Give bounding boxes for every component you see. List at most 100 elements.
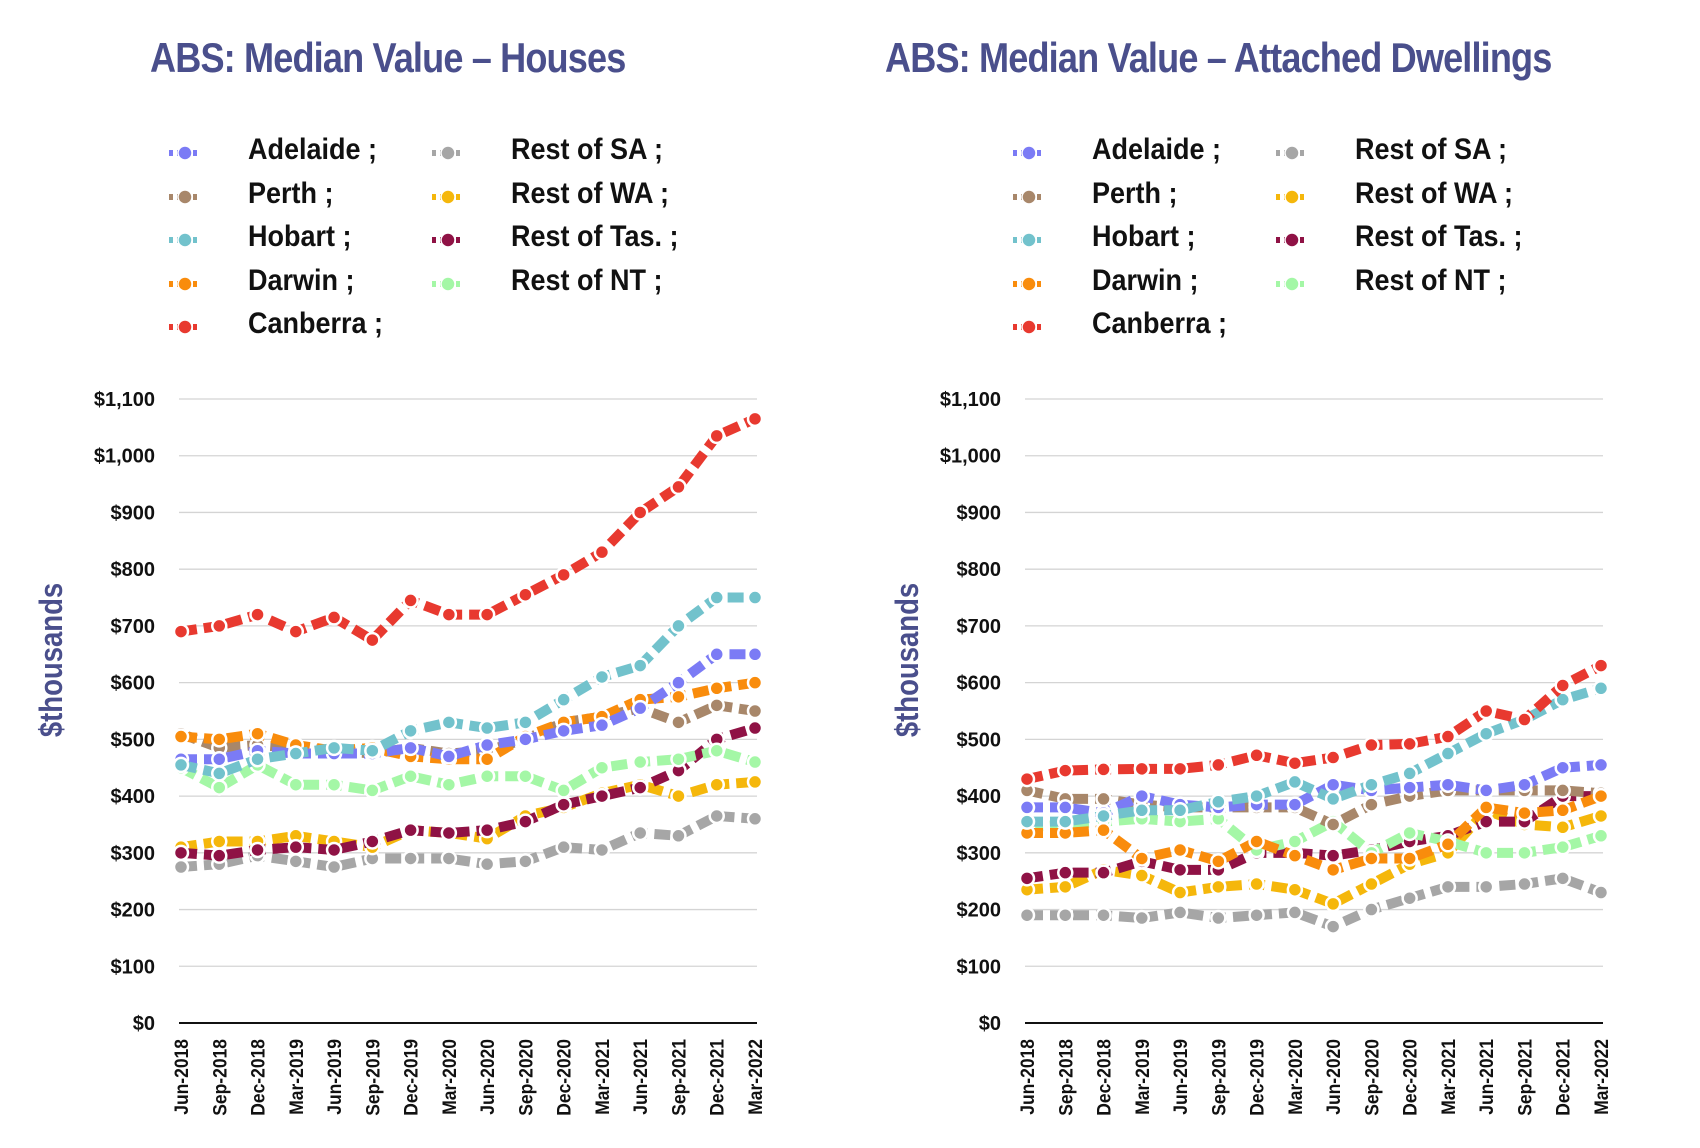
data-point [1363,901,1380,918]
y-tick-label: $800 [957,559,1002,581]
legend-label: Darwin ; [248,263,355,297]
attached-dwellings-plot: $0 $100 $200 $300 $400 $500 $600 $700 $800 $900 $1… [890,389,1612,1116]
data-point [708,646,725,663]
legend-label: Rest of NT ; [511,263,663,297]
x-tick-label: Sep-2020 [1361,1039,1383,1116]
data-point [1057,864,1074,881]
y-tick-label: $600 [957,673,1002,695]
data-point [1554,838,1571,856]
data-point [1401,889,1418,907]
data-point [211,765,228,782]
series-rest-of-sa [172,807,764,876]
series-line [1027,873,1603,932]
data-point [670,617,687,635]
data-point [402,767,419,785]
legend-item-canberra: Canberra ; [1012,307,1272,347]
y-tick-label: $500 [111,729,156,751]
x-tick-label: Sep-2019 [1208,1039,1230,1116]
series-line [178,745,757,796]
data-point [1324,749,1342,766]
legend-item-rest-of-wa: Rest of WA ; [431,177,691,217]
data-point [1324,776,1342,793]
x-tick-label: Sep-2020 [515,1039,537,1116]
data-point [1592,884,1610,901]
data-point [287,745,305,762]
series-line [1026,813,1603,858]
data-point [1171,841,1189,859]
x-tick-label: Dec-2021 [1552,1039,1574,1116]
legend-marker-icon [169,275,201,292]
y-tick-label: $1,000 [94,446,155,468]
series-rest-of-tas [172,719,764,864]
data-point [287,776,305,793]
data-point [287,623,305,640]
y-tick-label: $700 [111,616,156,638]
data-point [478,606,496,623]
data-point [1324,790,1342,808]
data-point [364,833,381,850]
legend-label: Canberra ; [248,307,384,340]
data-point [1133,802,1151,819]
legend-label: Perth ; [1092,176,1178,210]
x-tick-label: Mar-2019 [1131,1039,1153,1115]
data-point [631,699,649,717]
data-point [517,714,534,731]
data-point [593,841,611,859]
data-point [746,646,764,663]
series-line [180,776,756,853]
x-tick-label: Jun-2020 [476,1039,498,1115]
x-tick-label: Dec-2021 [706,1039,728,1116]
legend-label: Adelaide ; [1092,133,1222,166]
data-point [478,821,496,839]
data-point [1324,918,1342,935]
data-point [1095,821,1112,839]
data-point [1133,867,1151,884]
legend-label: Hobart ; [248,220,352,253]
x-tick-label: Mar-2020 [1284,1039,1306,1115]
houses-chart-panel: ABS: Median Value – Houses Adelaide ; Per… [34,34,766,1116]
data-point [325,609,343,626]
data-point [708,697,725,714]
y-tick-label: $200 [957,900,1002,922]
x-tick-label: Dec-2019 [400,1039,422,1116]
y-tick-label: $700 [957,616,1002,638]
series-line [180,723,757,861]
data-point [1477,844,1495,862]
data-point [1057,906,1074,924]
data-point [1477,799,1495,816]
x-tick-label: Dec-2020 [553,1039,575,1116]
series-line [1027,683,1603,827]
x-tick-label: Jun-2020 [1322,1039,1344,1115]
series-rest-of-sa [1018,870,1610,935]
data-point [1248,787,1265,805]
data-point [631,504,649,521]
data-point [402,739,419,757]
y-tick-label: $800 [111,559,156,581]
data-point [1133,850,1151,867]
data-point [670,750,687,768]
data-point [287,853,305,870]
legend-label: Rest of SA ; [1355,133,1508,166]
x-tick-label: Jun-2019 [323,1039,345,1115]
data-point [1401,735,1418,753]
data-point [172,623,190,640]
x-tick-label: Mar-2019 [285,1039,307,1115]
data-point [1439,745,1457,762]
data-point [440,850,458,867]
legend-item-rest-of-nt: Rest of NT ; [431,264,691,304]
legend-item-darwin: Darwin ; [168,264,428,304]
data-point [1477,702,1495,720]
houses-plot: $0 $100 $200 $300 $400 $500 $600 $700 $800 $900 $1… [34,389,766,1116]
data-point [325,739,343,757]
data-point [708,742,725,759]
data-point [1477,782,1495,799]
x-tick-label: Jun-2021 [1476,1039,1498,1115]
y-axis-label: $thousands [890,583,925,737]
series-canberra [172,410,764,649]
data-point [1516,776,1533,793]
legend-item-rest-of-sa: Rest of SA ; [1275,133,1535,173]
data-point [478,855,496,873]
data-point [1095,761,1112,778]
x-tick-label: Dec-2018 [247,1039,269,1116]
data-point [746,589,764,606]
